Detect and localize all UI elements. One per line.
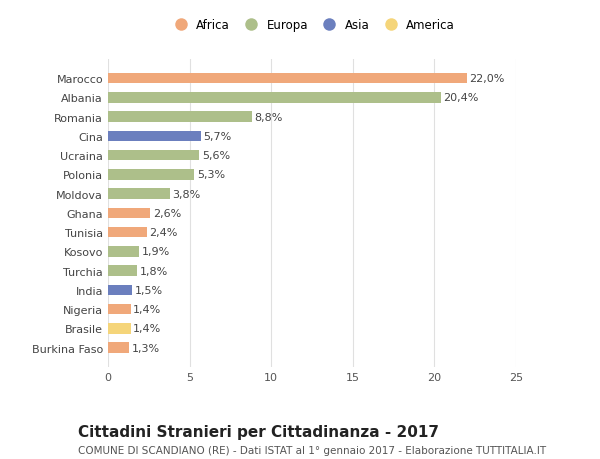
- Text: 1,5%: 1,5%: [135, 285, 163, 295]
- Bar: [108, 266, 137, 276]
- Bar: [108, 189, 170, 200]
- Bar: [108, 343, 129, 353]
- Text: 3,8%: 3,8%: [172, 189, 201, 199]
- Bar: [108, 208, 151, 219]
- Text: COMUNE DI SCANDIANO (RE) - Dati ISTAT al 1° gennaio 2017 - Elaborazione TUTTITAL: COMUNE DI SCANDIANO (RE) - Dati ISTAT al…: [78, 445, 546, 455]
- Bar: [108, 73, 467, 84]
- Text: 5,3%: 5,3%: [197, 170, 225, 180]
- Bar: [108, 131, 201, 142]
- Text: 1,9%: 1,9%: [142, 247, 170, 257]
- Bar: [108, 151, 199, 161]
- Text: 5,6%: 5,6%: [202, 151, 230, 161]
- Bar: [108, 227, 147, 238]
- Bar: [108, 93, 441, 103]
- Legend: Africa, Europa, Asia, America: Africa, Europa, Asia, America: [169, 19, 455, 33]
- Text: 1,4%: 1,4%: [133, 304, 161, 314]
- Text: 8,8%: 8,8%: [254, 112, 283, 123]
- Bar: [108, 112, 251, 123]
- Bar: [108, 285, 133, 296]
- Text: 22,0%: 22,0%: [469, 74, 505, 84]
- Text: 1,8%: 1,8%: [140, 266, 168, 276]
- Text: 5,7%: 5,7%: [203, 132, 232, 141]
- Text: Cittadini Stranieri per Cittadinanza - 2017: Cittadini Stranieri per Cittadinanza - 2…: [78, 425, 439, 440]
- Text: 2,6%: 2,6%: [153, 208, 181, 218]
- Text: 1,3%: 1,3%: [131, 343, 160, 353]
- Bar: [108, 324, 131, 334]
- Bar: [108, 246, 139, 257]
- Text: 20,4%: 20,4%: [443, 93, 479, 103]
- Text: 1,4%: 1,4%: [133, 324, 161, 334]
- Bar: [108, 170, 194, 180]
- Bar: [108, 304, 131, 315]
- Text: 2,4%: 2,4%: [149, 228, 178, 238]
